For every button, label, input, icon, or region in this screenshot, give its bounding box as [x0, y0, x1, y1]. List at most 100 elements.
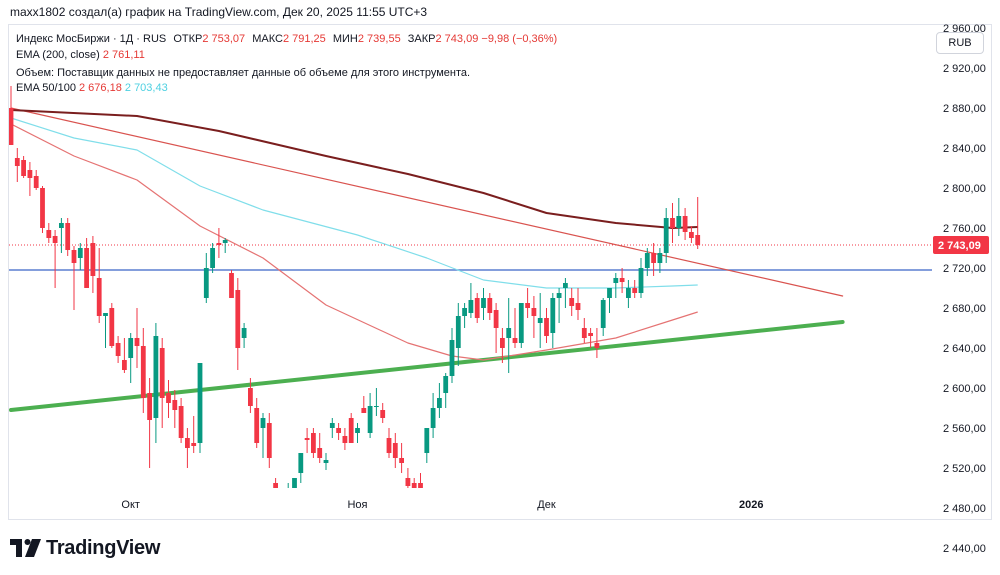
candle-body	[588, 333, 593, 336]
candle-body	[59, 223, 64, 228]
candle-body	[71, 250, 77, 263]
price-tick-label: 2 880,00	[943, 103, 986, 115]
candle	[443, 373, 449, 408]
candle	[531, 296, 537, 338]
candle	[96, 248, 102, 323]
candle-body	[260, 418, 266, 428]
candle-body	[185, 438, 190, 448]
candle-body	[216, 243, 222, 245]
candle-body	[90, 243, 96, 276]
candle-body	[663, 218, 669, 253]
ema50-100-legend[interactable]: EMA 50/100 2 676,18 2 703,43	[16, 81, 168, 95]
candle-body	[128, 338, 134, 358]
candle	[216, 228, 222, 258]
candle	[248, 378, 253, 413]
candle	[594, 328, 600, 358]
candle-body	[518, 303, 524, 343]
candle	[197, 363, 203, 453]
candle-body	[512, 338, 518, 343]
candle-body	[550, 298, 556, 333]
candle	[374, 388, 379, 416]
open-value: 2 753,07	[202, 33, 246, 45]
candle	[424, 428, 430, 463]
ema200-value: 2 761,11	[102, 49, 145, 61]
candle	[292, 478, 297, 488]
candle	[455, 303, 461, 366]
candle-body	[682, 216, 688, 232]
candle-body	[317, 448, 323, 458]
candle	[550, 293, 556, 348]
candle	[682, 208, 688, 240]
candle	[651, 243, 656, 276]
candle-body	[600, 300, 606, 328]
candle-body	[122, 360, 127, 370]
candle	[569, 288, 575, 316]
candle	[355, 423, 360, 443]
candle	[273, 478, 278, 488]
candle-body	[581, 328, 587, 338]
candle	[329, 418, 335, 438]
candle	[676, 198, 682, 236]
candle	[506, 298, 512, 373]
candle	[500, 328, 505, 363]
candle	[109, 303, 115, 348]
candle	[222, 238, 228, 253]
candle-body	[437, 398, 442, 408]
candle	[581, 318, 587, 343]
chart-frame	[8, 24, 992, 520]
candle	[518, 303, 524, 348]
candle-body	[14, 158, 20, 166]
candle-body	[506, 328, 512, 338]
candle-body	[9, 108, 14, 145]
candle	[563, 278, 568, 308]
candle	[386, 428, 392, 458]
low-value: 2 739,55	[357, 33, 401, 45]
candle	[311, 428, 316, 458]
ema100-line	[10, 117, 698, 289]
tradingview-logo[interactable]: TradingView	[10, 536, 160, 560]
ema200-legend[interactable]: EMA (200, close) 2 761,11	[16, 48, 145, 62]
candle-body	[537, 318, 543, 323]
time-axis-label: 2026	[739, 499, 763, 511]
support-trendline	[9, 320, 845, 412]
candle	[9, 86, 14, 145]
candle-body	[474, 298, 480, 318]
candle-body	[689, 232, 694, 238]
currency-button[interactable]: RUB	[936, 32, 984, 54]
candle-body	[96, 278, 102, 316]
ema50-value: 2 676,18	[79, 82, 122, 94]
candle-body	[203, 268, 209, 298]
last-price-tag	[933, 236, 989, 254]
candle-body	[115, 343, 121, 356]
candle	[27, 162, 33, 196]
candle	[449, 328, 455, 383]
candle	[235, 278, 241, 370]
candle	[544, 308, 549, 343]
candle	[613, 273, 619, 298]
candle	[348, 413, 354, 443]
candle-body	[487, 298, 493, 313]
upper-trendline	[673, 0, 843, 23]
candle-body	[676, 216, 682, 228]
candle	[134, 308, 140, 368]
candle-body	[556, 293, 562, 298]
high-label: МАКС	[252, 33, 283, 45]
candle	[103, 313, 108, 348]
candle	[525, 288, 530, 318]
candle-body	[172, 400, 178, 410]
candle-body	[65, 223, 71, 250]
candle-body	[500, 338, 505, 348]
candle	[644, 248, 650, 276]
candle-body	[644, 253, 650, 268]
price-tick-label: 2 440,00	[943, 543, 986, 555]
candle-body	[254, 408, 260, 443]
candle	[405, 468, 411, 488]
candle-body	[21, 160, 26, 176]
price-tick-label: 2 840,00	[943, 143, 986, 155]
candle	[166, 380, 171, 418]
candle-body	[443, 376, 449, 393]
candle-body	[280, 496, 285, 508]
candle-body	[374, 406, 379, 407]
candle-body	[191, 443, 197, 446]
